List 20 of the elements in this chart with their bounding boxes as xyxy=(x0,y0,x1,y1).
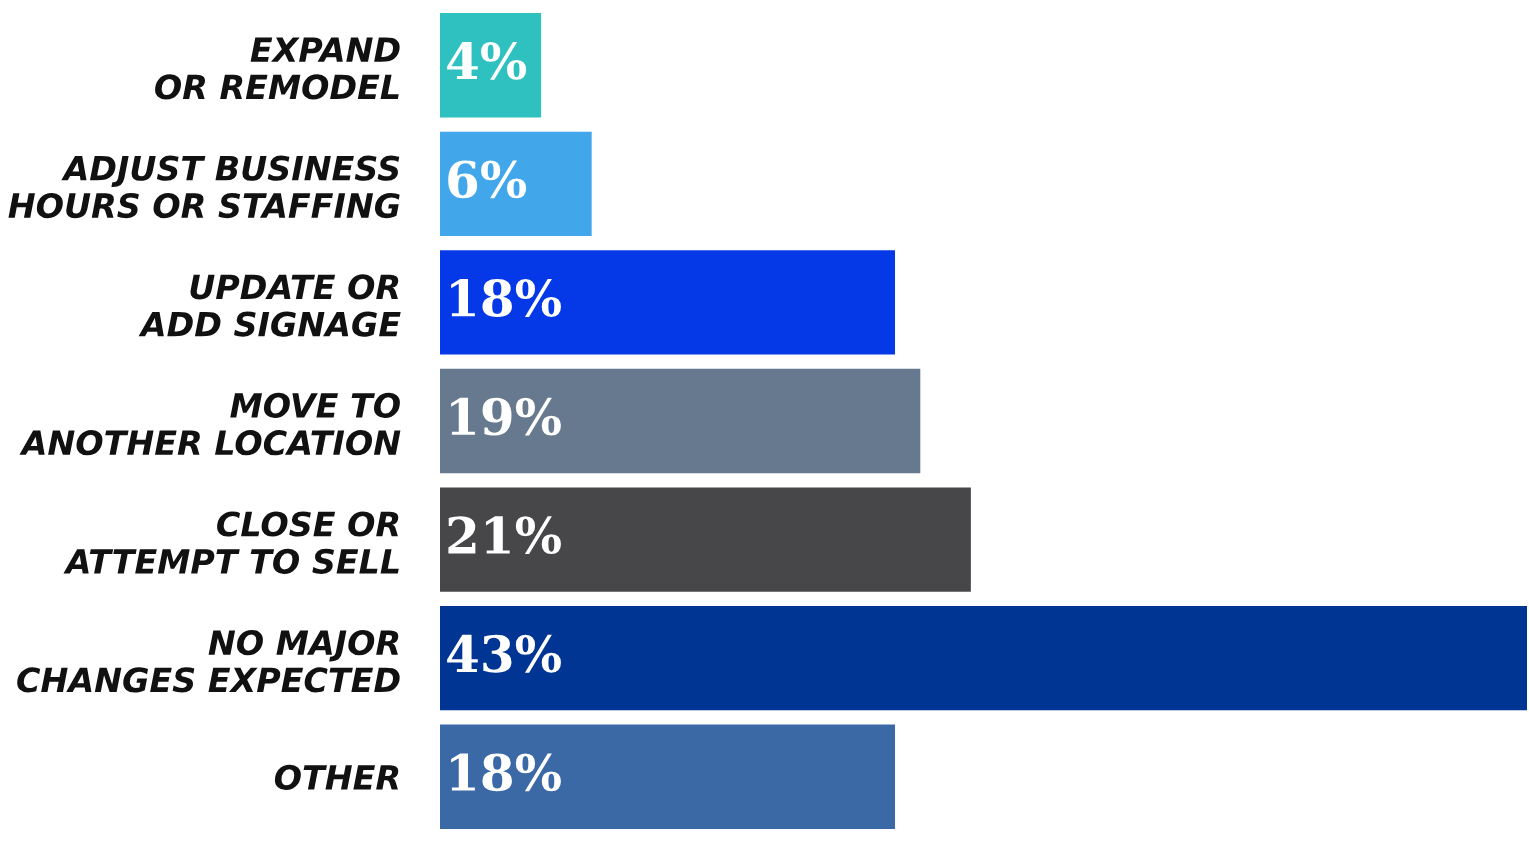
data-label: 19% xyxy=(451,397,561,436)
bar xyxy=(440,131,592,236)
bar xyxy=(440,606,1527,711)
bar xyxy=(440,487,971,592)
bar xyxy=(440,724,896,829)
data-label: 18% xyxy=(451,753,561,792)
y-tick-label: NO MAJOR CHANGES EXPECTED xyxy=(17,629,400,693)
data-label: 4% xyxy=(447,41,527,80)
data-label: 18% xyxy=(451,279,561,317)
y-tick-label: UPDATE OR ADD SIGNAGE xyxy=(138,274,401,337)
data-label: 21% xyxy=(448,516,561,555)
bar xyxy=(440,368,921,474)
bar xyxy=(440,250,896,355)
y-tick-label: OTHER xyxy=(274,764,399,790)
y-tick-label: CLOSE OR ATTEMPT TO SELL xyxy=(63,511,399,574)
y-tick-label: ADJUST BUSINESS HOURS OR STAFFING xyxy=(8,155,400,219)
data-label: 6% xyxy=(448,160,527,199)
y-tick-label: MOVE TO ANOTHER LOCATION xyxy=(19,392,401,456)
data-label: 43% xyxy=(447,634,561,673)
y-tick-label: EXPAND OR REMODEL xyxy=(155,37,400,100)
